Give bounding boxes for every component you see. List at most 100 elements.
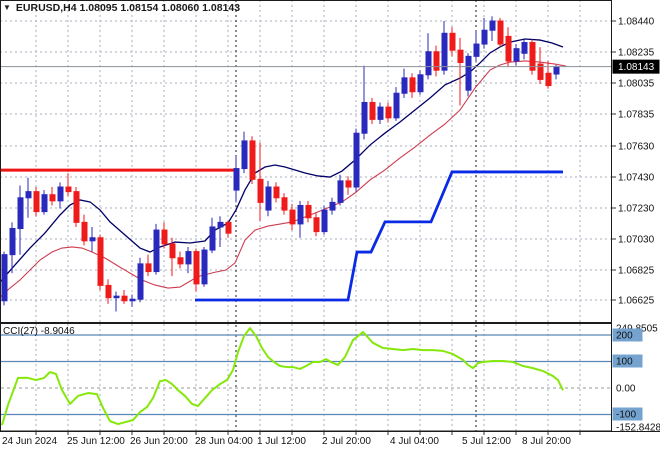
main-panel-frame — [0, 0, 612, 323]
current-price-box — [612, 59, 660, 74]
candle-body — [265, 186, 272, 211]
cci-level-box — [612, 354, 643, 368]
time-axis-label: 8 Jul 20:00 — [522, 436, 571, 447]
candle-body — [249, 140, 256, 180]
candle-body — [313, 217, 320, 233]
price-axis-label: 1.08440 — [618, 17, 655, 28]
candle-body — [9, 228, 16, 256]
candle-body — [241, 140, 248, 170]
candle-body — [353, 132, 360, 188]
cci-axis-label: 100 — [616, 357, 633, 368]
candle-body — [481, 29, 488, 45]
candle-body — [345, 180, 352, 188]
cci-indicator-line — [1, 327, 564, 426]
candle-body — [105, 284, 112, 299]
candle-body — [137, 263, 144, 300]
candle-body — [329, 201, 336, 211]
cci-axis-label: -100 — [616, 410, 636, 421]
price-axis-label: 1.07835 — [618, 110, 655, 121]
candle-body — [417, 74, 424, 93]
candle-body — [433, 51, 440, 71]
cci-axis-label: 0.00 — [616, 384, 636, 395]
candle-body — [33, 191, 40, 213]
cci-axis-label: 200 — [616, 331, 633, 342]
cci-level-box — [612, 328, 643, 342]
time-axis-label: 4 Jul 04:00 — [390, 436, 439, 447]
candle-body — [17, 197, 24, 230]
price-axis-label: 1.07630 — [618, 142, 655, 153]
candle-body — [177, 257, 184, 265]
candle-body — [145, 263, 152, 273]
candle-body — [449, 32, 456, 51]
candle-body — [297, 204, 304, 225]
ma-fast-line — [0, 38, 564, 283]
cci-level-box — [612, 407, 643, 421]
candle-body — [161, 229, 168, 245]
candle-body — [409, 77, 416, 93]
candle-body — [545, 72, 552, 87]
candle-body — [369, 101, 376, 120]
cci-axis-label: -152.8428 — [616, 423, 660, 434]
candle-body — [225, 221, 232, 234]
price-axis-label: 1.06825 — [618, 266, 655, 277]
candle-body — [81, 221, 88, 242]
time-axis-label: 28 Jun 04:00 — [195, 436, 253, 447]
candle-body — [441, 32, 448, 71]
candle-body — [193, 251, 200, 285]
candle-body — [169, 243, 176, 259]
candle-body — [41, 194, 48, 213]
candle-body — [473, 43, 480, 57]
candle-body — [49, 194, 56, 202]
candle-body — [113, 295, 120, 299]
candle-body — [281, 197, 288, 211]
ma-slow-line — [0, 60, 567, 298]
time-axis-label: 26 Jun 20:00 — [130, 436, 188, 447]
candle-body — [305, 204, 312, 219]
candle-body — [233, 168, 240, 191]
time-axis-label: 24 Jun 2024 — [2, 436, 57, 447]
candle-body — [65, 186, 72, 193]
price-axis-label: 1.07230 — [618, 204, 655, 215]
support-step-line — [195, 170, 563, 302]
time-axis-label: 25 Jun 12:00 — [67, 436, 125, 447]
candle-body — [529, 42, 536, 71]
candle-body — [393, 92, 400, 119]
candle-body — [273, 186, 280, 199]
time-axis-label: 5 Jul 12:00 — [462, 436, 511, 447]
candle-body — [521, 42, 528, 54]
candle-body — [25, 191, 32, 199]
candle-body — [153, 229, 160, 273]
candle-body — [129, 298, 136, 302]
candle-body — [1, 254, 8, 302]
time-axis-label: 2 Jul 20:00 — [322, 436, 371, 447]
candle-body — [401, 77, 408, 94]
candle-body — [73, 191, 80, 223]
candle-body — [465, 55, 472, 91]
candle-body — [377, 106, 384, 120]
price-axis-label: 1.06625 — [618, 296, 655, 307]
candle-body — [185, 251, 192, 265]
chevron-down-icon[interactable]: ▼ — [3, 3, 11, 12]
price-axis-label: 1.07030 — [618, 235, 655, 246]
candle-body — [121, 295, 128, 302]
candle-body — [361, 101, 368, 134]
candle-body — [489, 20, 496, 31]
candle-body — [497, 20, 504, 45]
candle-body — [513, 48, 520, 62]
candle-body — [385, 106, 392, 119]
candle-body — [337, 180, 344, 203]
candle-body — [209, 226, 216, 251]
price-axis-label: 1.07430 — [618, 173, 655, 184]
price-axis-label: 1.08235 — [618, 48, 655, 59]
candle-body — [321, 209, 328, 233]
candle-body — [289, 209, 296, 225]
candle-body — [505, 35, 512, 62]
price-axis-label: 1.08035 — [618, 79, 655, 90]
cci-label: CCI(27) -8.9046 — [3, 326, 75, 337]
candle-body — [89, 237, 96, 242]
symbol-quote-bar: ▼ EURUSD,H4 1.08095 1.08154 1.08060 1.08… — [3, 2, 240, 14]
candle-body — [457, 49, 464, 64]
